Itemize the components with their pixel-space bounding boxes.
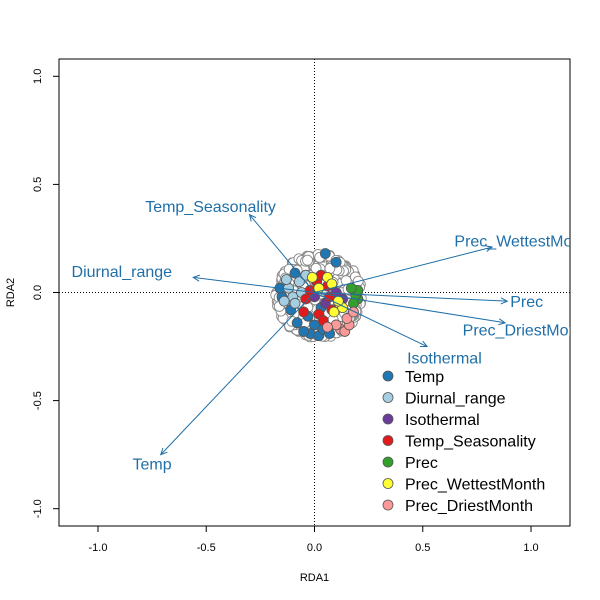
arrow-label: Prec [510,294,543,311]
arrow-line [249,214,315,293]
legend-label: Isothermal [405,412,480,429]
site-point-temp [330,256,342,268]
arrow-line [314,292,508,302]
legend-marker [382,456,394,468]
x-tick-label: 1.0 [523,542,538,554]
arrow-head [159,447,168,456]
arrow-label: Prec_DriestMonth [463,322,591,339]
arrow-head [420,340,429,348]
arrow-labels: Temp Diurnal_range Temp_Seasonality Prec_We… [72,199,594,473]
site-point-prec-driestmonth [341,313,353,324]
legend-marker [382,413,394,425]
site-point-temp [309,319,320,331]
site-point-temp-seasonality [300,293,312,305]
legend-marker [382,499,394,511]
legend-marker [382,435,394,446]
arrow-label: Diurnal_range [72,264,173,281]
site-point-prec-wettestmonth [306,271,318,283]
arrow-head [498,318,507,326]
arrow-head [248,213,257,222]
site-point-diurnal-range [293,276,305,288]
arrow-label: Prec_WettestMonth [454,234,594,251]
legend-label: Prec_DriestMonth [405,498,533,515]
legend-label: Temp [405,369,444,386]
x-tick-label: 0.0 [307,542,322,554]
legend-label: Prec_WettestMonth [405,477,545,494]
arrow-label: Temp_Seasonality [145,199,276,216]
legend-marker [382,392,394,403]
site-point-prec-wettestmonth [326,278,338,290]
arrow-head [192,274,201,282]
site-point-prec-wettestmonth [332,295,344,307]
arrow-line [193,276,315,293]
legend-label: Diurnal_range [405,391,506,408]
y-tick-label: 1.0 [32,69,44,84]
legend-marker [382,478,394,489]
x-tick-label: -0.5 [197,542,216,554]
site-point-temp-seasonality [298,306,310,318]
legend-label: Temp_Seasonality [405,434,536,451]
legend: Temp Diurnal_range Isothermal Temp_Seasonal… [382,369,545,515]
site-point-prec-wettestmonth [328,306,340,318]
y-tick-label: -0.5 [32,391,44,410]
biplot-arrows: Temp Diurnal_range Temp_Seasonality Prec_We… [72,199,594,473]
site-point-diurnal-range [280,274,292,285]
y-tick-label: 0.0 [32,285,44,300]
arrow-line [314,292,506,324]
arrow-label: Isothermal [407,350,482,367]
x-axis-title: RDA1 [300,572,329,584]
arrow-head [500,297,509,305]
arrow-label: Temp [133,456,172,473]
legend-label: Prec [405,455,438,472]
y-tick-label: 0.5 [32,177,44,192]
site-points [270,248,367,343]
site-point-temp [289,267,301,279]
arrow-line [314,246,493,293]
site-point-diurnal-range [289,297,301,309]
site-point-diurnal-range [278,295,290,307]
legend-marker [382,370,394,382]
site-point [302,254,313,266]
site-point-prec [345,282,357,294]
site-point-temp [291,317,303,329]
site-point-prec-driestmonth [322,321,333,333]
site-point-prec-driestmonth [348,306,359,318]
y-tick-label: -1.0 [32,499,44,518]
y-axis-title: RDA2 [5,278,17,307]
x-tick-label: -1.0 [88,542,107,554]
axes: -1.0 -0.5 0.0 0.5 1.0 -1.0 -0.5 0.0 0.5 1.0 RDA1 RD… [5,69,539,584]
site-point-temp [319,248,331,259]
x-tick-label: 0.5 [415,542,430,554]
site-point-temp [298,326,310,337]
arrow-line [160,292,315,455]
arrow-line [314,292,428,348]
arrow-head [485,245,494,252]
